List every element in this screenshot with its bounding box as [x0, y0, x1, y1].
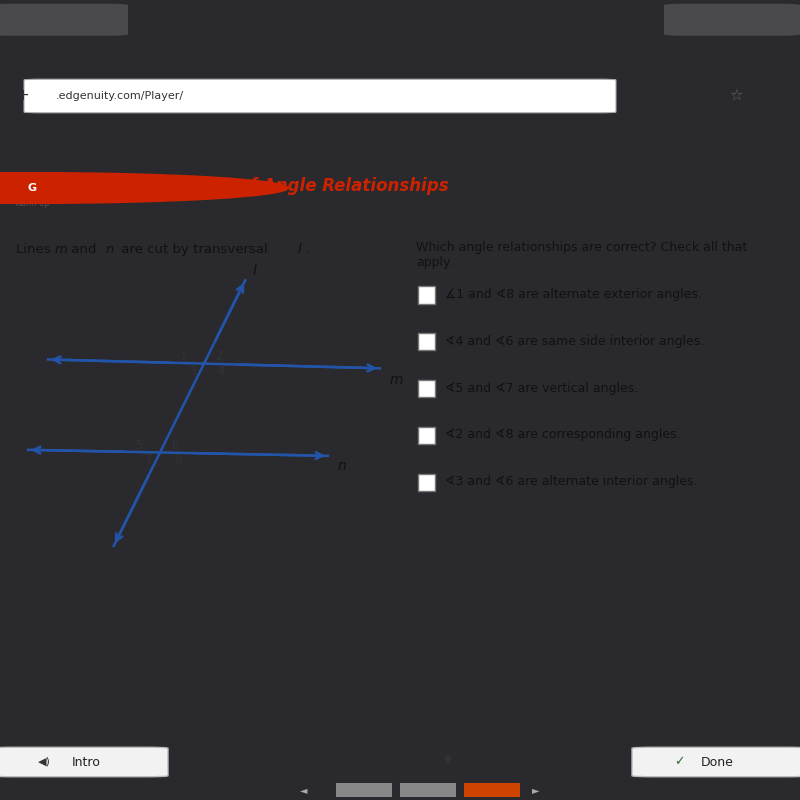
- Bar: [336, 783, 392, 797]
- Text: m: m: [54, 242, 67, 256]
- Bar: [418, 334, 435, 350]
- FancyBboxPatch shape: [0, 4, 128, 36]
- Text: +: +: [16, 89, 29, 103]
- Text: G: G: [27, 183, 37, 193]
- FancyBboxPatch shape: [24, 79, 616, 113]
- Text: ∢3 and ∢6 are alternate interior angles.: ∢3 and ∢6 are alternate interior angles.: [445, 475, 698, 488]
- Text: ∡1 and ∢8 are alternate exterior angles.: ∡1 and ∢8 are alternate exterior angles.: [445, 288, 702, 301]
- Text: ◄: ◄: [300, 785, 308, 795]
- Text: 6: 6: [170, 438, 178, 451]
- Text: 2: 2: [214, 350, 222, 362]
- Bar: [418, 427, 435, 444]
- Bar: [400, 783, 456, 797]
- Text: and: and: [67, 242, 101, 256]
- Text: l: l: [253, 263, 257, 278]
- Text: ∢5 and ∢7 are vertical angles.: ∢5 and ∢7 are vertical angles.: [445, 382, 638, 394]
- Text: ∢4 and ∢6 are same side interior angles.: ∢4 and ∢6 are same side interior angles.: [445, 334, 704, 348]
- Bar: [418, 380, 435, 397]
- Circle shape: [0, 173, 288, 203]
- Text: ☆: ☆: [729, 89, 743, 103]
- Text: .edgenuity.com/Player/: .edgenuity.com/Player/: [56, 91, 184, 101]
- Text: ◀): ◀): [38, 757, 51, 767]
- Bar: [418, 474, 435, 490]
- Text: n: n: [106, 242, 114, 256]
- Text: 7: 7: [145, 454, 153, 466]
- Text: 5: 5: [135, 438, 143, 451]
- Text: .: .: [306, 242, 310, 256]
- Bar: [418, 286, 435, 303]
- Text: Lines: Lines: [16, 242, 55, 256]
- Text: 4: 4: [218, 365, 226, 378]
- Text: 1: 1: [179, 350, 187, 362]
- Text: Identifying Types of Angle Relationships: Identifying Types of Angle Relationships: [72, 177, 449, 194]
- Text: Done: Done: [701, 755, 734, 769]
- Text: Intro: Intro: [72, 755, 101, 769]
- FancyBboxPatch shape: [632, 747, 800, 777]
- Text: ►: ►: [532, 785, 540, 795]
- FancyBboxPatch shape: [0, 747, 168, 777]
- Text: m: m: [390, 373, 403, 386]
- Text: l: l: [298, 242, 302, 256]
- Text: ✓: ✓: [674, 755, 685, 769]
- Text: Which angle relationships are correct? Check all that
apply.: Which angle relationships are correct? C…: [416, 242, 747, 270]
- Text: are cut by transversal: are cut by transversal: [117, 242, 272, 256]
- Text: Warm-Up: Warm-Up: [14, 199, 50, 208]
- Text: 3: 3: [189, 365, 197, 378]
- FancyBboxPatch shape: [664, 4, 800, 36]
- Bar: [464, 783, 520, 797]
- Text: 8: 8: [174, 454, 182, 466]
- Text: ∢2 and ∢8 are corresponding angles.: ∢2 and ∢8 are corresponding angles.: [445, 429, 681, 442]
- Text: n: n: [338, 459, 346, 473]
